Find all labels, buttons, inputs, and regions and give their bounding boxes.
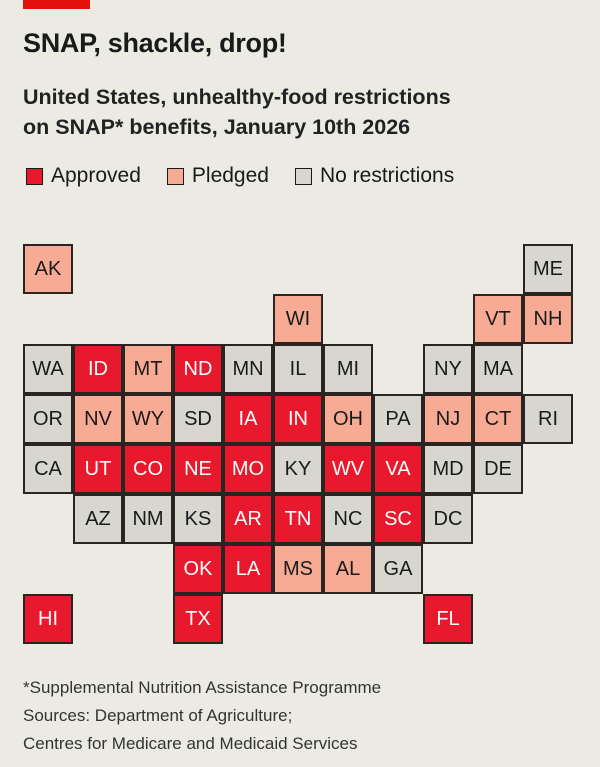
tile-dc: DC <box>423 494 473 544</box>
tile-nh: NH <box>523 294 573 344</box>
tile-md: MD <box>423 444 473 494</box>
legend-item-pledged: Pledged <box>166 164 269 188</box>
brand-bar <box>23 0 90 9</box>
tile-wi: WI <box>273 294 323 344</box>
tile-wa: WA <box>23 344 73 394</box>
tile-nd: ND <box>173 344 223 394</box>
tile-me: ME <box>523 244 573 294</box>
tile-ny: NY <box>423 344 473 394</box>
sources: Sources: Department of Agriculture; <box>23 706 293 725</box>
legend-swatch <box>166 167 184 185</box>
legend-label: Pledged <box>191 164 269 187</box>
tile-de: DE <box>473 444 523 494</box>
tile-mt: MT <box>123 344 173 394</box>
tile-ri: RI <box>523 394 573 444</box>
tile-la: LA <box>223 544 273 594</box>
legend-item-none: No restrictions <box>294 164 455 188</box>
tile-mi: MI <box>323 344 373 394</box>
tile-co: CO <box>123 444 173 494</box>
tile-wv: WV <box>323 444 373 494</box>
tile-ky: KY <box>273 444 323 494</box>
tile-mo: MO <box>223 444 273 494</box>
tile-tn: TN <box>273 494 323 544</box>
tile-ar: AR <box>223 494 273 544</box>
tile-ga: GA <box>373 544 423 594</box>
tile-va: VA <box>373 444 423 494</box>
tile-mn: MN <box>223 344 273 394</box>
tile-nj: NJ <box>423 394 473 444</box>
tile-ut: UT <box>73 444 123 494</box>
tile-fl: FL <box>423 594 473 644</box>
tile-id: ID <box>73 344 123 394</box>
tile-nm: NM <box>123 494 173 544</box>
tile-pa: PA <box>373 394 423 444</box>
tile-ne: NE <box>173 444 223 494</box>
tile-tx: TX <box>173 594 223 644</box>
tile-al: AL <box>323 544 373 594</box>
tile-ok: OK <box>173 544 223 594</box>
tile-nv: NV <box>73 394 123 444</box>
chart-subtitle: United States, unhealthy-food restrictio… <box>23 82 451 142</box>
tile-ca: CA <box>23 444 73 494</box>
tile-nc: NC <box>323 494 373 544</box>
tile-ct: CT <box>473 394 523 444</box>
tile-or: OR <box>23 394 73 444</box>
tile-ma: MA <box>473 344 523 394</box>
tile-oh: OH <box>323 394 373 444</box>
subtitle-line: United States, unhealthy-food restrictio… <box>23 85 451 109</box>
tile-in: IN <box>273 394 323 444</box>
tile-az: AZ <box>73 494 123 544</box>
chart-title: SNAP, shackle, drop! <box>23 28 287 58</box>
tile-ak: AK <box>23 244 73 294</box>
legend-item-approved: Approved <box>26 164 141 188</box>
tile-sc: SC <box>373 494 423 544</box>
tile-il: IL <box>273 344 323 394</box>
tile-vt: VT <box>473 294 523 344</box>
legend-label: No restrictions <box>319 164 455 187</box>
legend-swatch <box>26 167 43 185</box>
legend-swatch <box>294 167 312 185</box>
tile-ia: IA <box>223 394 273 444</box>
sources: Centres for Medicare and Medicaid Servic… <box>23 734 358 753</box>
footnote: *Supplemental Nutrition Assistance Progr… <box>23 678 382 697</box>
tile-ms: MS <box>273 544 323 594</box>
tile-sd: SD <box>173 394 223 444</box>
tile-hi: HI <box>23 594 73 644</box>
subtitle-line: on SNAP* benefits, January 10th 2026 <box>23 115 411 139</box>
legend-label: Approved <box>51 164 141 187</box>
tile-ks: KS <box>173 494 223 544</box>
legend: Approved Pledged No restrictions <box>26 164 454 188</box>
footnotes: *Supplemental Nutrition Assistance Progr… <box>23 674 381 758</box>
tile-wy: WY <box>123 394 173 444</box>
